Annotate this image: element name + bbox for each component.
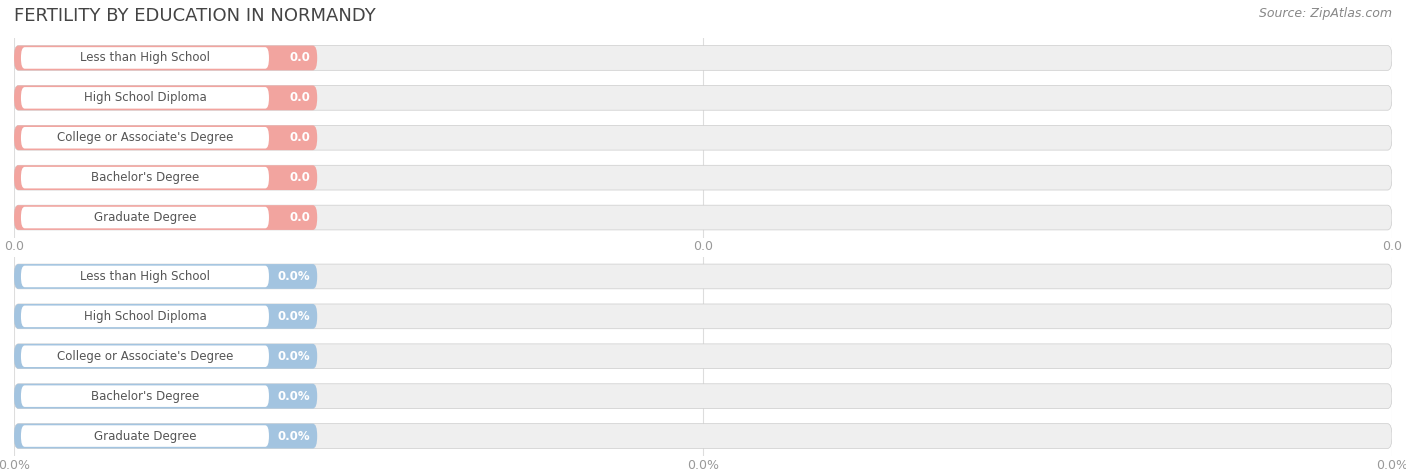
Text: College or Associate's Degree: College or Associate's Degree xyxy=(56,131,233,144)
FancyBboxPatch shape xyxy=(14,165,318,190)
Text: 0.0: 0.0 xyxy=(290,91,311,104)
Text: 0.0%: 0.0% xyxy=(277,390,311,403)
Text: 0.0: 0.0 xyxy=(290,51,311,65)
Text: Less than High School: Less than High School xyxy=(80,51,209,65)
Text: College or Associate's Degree: College or Associate's Degree xyxy=(56,350,233,363)
Text: 0.0%: 0.0% xyxy=(277,429,311,443)
Text: 0.0%: 0.0% xyxy=(277,270,311,283)
FancyBboxPatch shape xyxy=(14,125,1392,150)
Text: Graduate Degree: Graduate Degree xyxy=(94,429,197,443)
FancyBboxPatch shape xyxy=(21,345,269,367)
FancyBboxPatch shape xyxy=(14,205,318,230)
FancyBboxPatch shape xyxy=(14,344,318,369)
FancyBboxPatch shape xyxy=(14,86,318,110)
FancyBboxPatch shape xyxy=(14,304,1392,329)
Text: Less than High School: Less than High School xyxy=(80,270,209,283)
FancyBboxPatch shape xyxy=(14,264,1392,289)
FancyBboxPatch shape xyxy=(21,167,269,189)
Text: Bachelor's Degree: Bachelor's Degree xyxy=(91,390,200,403)
FancyBboxPatch shape xyxy=(14,86,1392,110)
FancyBboxPatch shape xyxy=(14,46,318,70)
FancyBboxPatch shape xyxy=(21,266,269,287)
FancyBboxPatch shape xyxy=(21,47,269,69)
Text: 0.0: 0.0 xyxy=(290,211,311,224)
Text: 0.0: 0.0 xyxy=(290,171,311,184)
FancyBboxPatch shape xyxy=(14,304,318,329)
Text: Graduate Degree: Graduate Degree xyxy=(94,211,197,224)
FancyBboxPatch shape xyxy=(14,46,1392,70)
Text: 0.0%: 0.0% xyxy=(277,310,311,323)
FancyBboxPatch shape xyxy=(14,384,318,408)
FancyBboxPatch shape xyxy=(21,385,269,407)
FancyBboxPatch shape xyxy=(14,424,1392,448)
FancyBboxPatch shape xyxy=(14,165,1392,190)
FancyBboxPatch shape xyxy=(14,125,318,150)
Text: Source: ZipAtlas.com: Source: ZipAtlas.com xyxy=(1258,7,1392,20)
FancyBboxPatch shape xyxy=(14,424,318,448)
Text: Bachelor's Degree: Bachelor's Degree xyxy=(91,171,200,184)
FancyBboxPatch shape xyxy=(14,205,1392,230)
FancyBboxPatch shape xyxy=(21,207,269,228)
FancyBboxPatch shape xyxy=(14,264,318,289)
Text: 0.0: 0.0 xyxy=(290,131,311,144)
FancyBboxPatch shape xyxy=(21,87,269,109)
Text: FERTILITY BY EDUCATION IN NORMANDY: FERTILITY BY EDUCATION IN NORMANDY xyxy=(14,7,375,25)
Text: High School Diploma: High School Diploma xyxy=(83,310,207,323)
FancyBboxPatch shape xyxy=(14,344,1392,369)
Text: High School Diploma: High School Diploma xyxy=(83,91,207,104)
FancyBboxPatch shape xyxy=(21,425,269,447)
FancyBboxPatch shape xyxy=(14,384,1392,408)
FancyBboxPatch shape xyxy=(21,305,269,327)
Text: 0.0%: 0.0% xyxy=(277,350,311,363)
FancyBboxPatch shape xyxy=(21,127,269,149)
